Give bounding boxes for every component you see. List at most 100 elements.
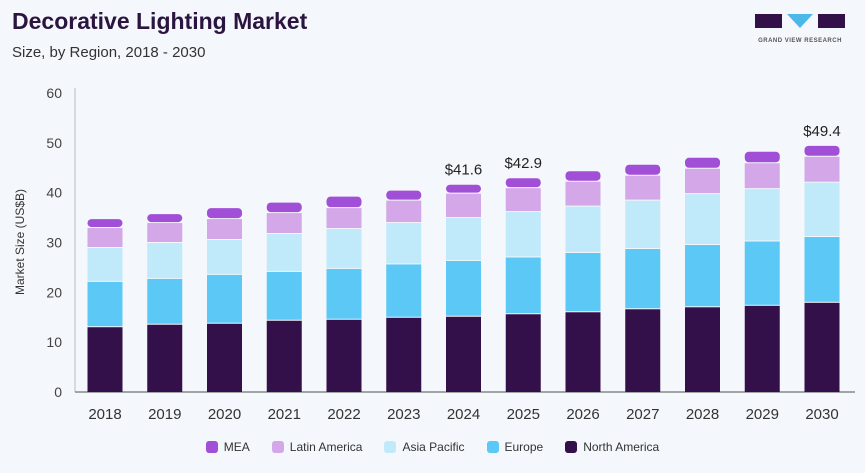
bar-segment-asia-pacific: [804, 182, 840, 237]
logo-text: GRAND VIEW RESEARCH: [758, 38, 842, 44]
bar-segment-north-america: [804, 302, 840, 392]
bar-segment-latin-america: [744, 163, 780, 189]
x-tick-label: 2018: [88, 406, 121, 423]
bar-segment-mea: [446, 184, 481, 193]
x-tick-label: 2020: [208, 406, 241, 423]
bar-segment-latin-america: [266, 213, 302, 234]
bar-segment-north-america: [565, 312, 601, 392]
bar-segment-asia-pacific: [147, 242, 183, 278]
x-tick-label: 2027: [626, 406, 659, 423]
bar-segment-mea: [685, 157, 720, 168]
bar-segment-mea: [386, 190, 422, 200]
legend-label: Europe: [504, 440, 544, 454]
bar-segment-north-america: [87, 327, 123, 392]
bar-segment-europe: [446, 260, 481, 316]
legend-item: MEA: [205, 440, 250, 454]
bar-segment-latin-america: [685, 168, 720, 194]
legend-label: North America: [583, 440, 660, 454]
chart-subtitle: Size, by Region, 2018 - 2030: [12, 44, 206, 61]
bar-segment-europe: [386, 264, 422, 317]
bar-segment-europe: [625, 248, 661, 309]
x-tick-label: 2025: [507, 406, 540, 423]
bar-segment-latin-america: [207, 219, 242, 240]
bar-segment-latin-america: [87, 228, 123, 247]
bar-segment-mea: [207, 208, 242, 219]
x-tick-label: 2024: [447, 406, 480, 423]
bar-segment-mea: [147, 214, 183, 223]
bar-segment-north-america: [446, 316, 481, 392]
legend-item: Asia Pacific: [384, 440, 465, 454]
bar-segment-mea: [87, 219, 123, 228]
y-tick-label: 40: [46, 185, 62, 201]
legend-swatch: [486, 441, 499, 453]
bar-segment-mea: [565, 171, 601, 181]
legend-item: North America: [565, 440, 659, 454]
bar-segment-mea: [266, 202, 302, 213]
bar-segment-latin-america: [326, 208, 362, 229]
legend: MEA Latin America Asia Pacific Europe North …: [0, 440, 865, 454]
bar-segment-asia-pacific: [326, 229, 362, 268]
x-tick-label: 2028: [686, 406, 719, 423]
bar-segment-asia-pacific: [446, 218, 481, 260]
y-tick-label: 30: [46, 235, 62, 251]
legend-swatch: [205, 441, 218, 453]
bar-segment-mea: [804, 145, 840, 156]
bar-segment-europe: [87, 281, 123, 327]
y-tick-label: 10: [46, 334, 62, 350]
bar-segment-mea: [625, 164, 661, 175]
legend-label: Asia Pacific: [402, 440, 465, 454]
bar-segment-europe: [505, 257, 541, 314]
legend-swatch: [384, 441, 397, 453]
legend-item: Latin America: [271, 440, 363, 454]
bar-segment-europe: [147, 278, 183, 324]
x-tick-label: 2022: [327, 406, 360, 423]
x-tick-label: 2029: [746, 406, 779, 423]
bar-segment-north-america: [207, 323, 242, 392]
legend-item: Europe: [486, 440, 544, 454]
bar-segment-north-america: [266, 320, 302, 392]
bar-segment-north-america: [625, 309, 661, 392]
bar-segment-north-america: [326, 319, 362, 392]
x-tick-label: 2019: [148, 406, 181, 423]
bar-segment-asia-pacific: [87, 247, 123, 281]
bar-segment-latin-america: [565, 181, 601, 206]
bar-segment-asia-pacific: [625, 200, 661, 248]
x-tick-label: 2030: [805, 406, 838, 423]
bar-segment-asia-pacific: [207, 240, 242, 274]
bar-segment-north-america: [505, 314, 541, 392]
bar-segment-latin-america: [386, 200, 422, 223]
bar-segment-europe: [744, 241, 780, 305]
bar-segment-asia-pacific: [744, 189, 780, 241]
legend-swatch: [565, 441, 578, 453]
bar-segment-asia-pacific: [685, 194, 720, 244]
y-tick-label: 0: [54, 384, 62, 400]
legend-label: Latin America: [289, 440, 363, 454]
legend-label: MEA: [223, 440, 250, 454]
bar-segment-europe: [685, 244, 720, 307]
bar-segment-asia-pacific: [386, 223, 422, 264]
bar-segment-north-america: [685, 307, 720, 392]
bar-segment-mea: [744, 151, 780, 163]
x-tick-label: 2026: [566, 406, 599, 423]
bar-segment-mea: [326, 196, 362, 208]
bar-segment-north-america: [386, 317, 422, 392]
y-tick-label: 50: [46, 135, 62, 151]
bar-segment-asia-pacific: [266, 234, 302, 271]
bar-segment-asia-pacific: [505, 212, 541, 257]
grand-view-research-logo: GRAND VIEW RESEARCH: [755, 12, 845, 44]
x-tick-label: 2021: [268, 406, 301, 423]
data-label: $42.9: [504, 155, 542, 172]
chart-title: Decorative Lighting Market: [12, 8, 308, 34]
bar-segment-latin-america: [804, 156, 840, 182]
y-tick-label: 60: [46, 85, 62, 101]
y-tick-label: 20: [46, 284, 62, 300]
bar-segment-europe: [804, 237, 840, 302]
bar-segment-europe: [207, 274, 242, 323]
data-label: $49.4: [803, 123, 841, 140]
bar-segment-asia-pacific: [565, 206, 601, 252]
bar-segment-latin-america: [505, 188, 541, 212]
bar-segment-latin-america: [147, 223, 183, 242]
bar-segment-mea: [505, 178, 541, 188]
bar-segment-north-america: [744, 305, 780, 392]
